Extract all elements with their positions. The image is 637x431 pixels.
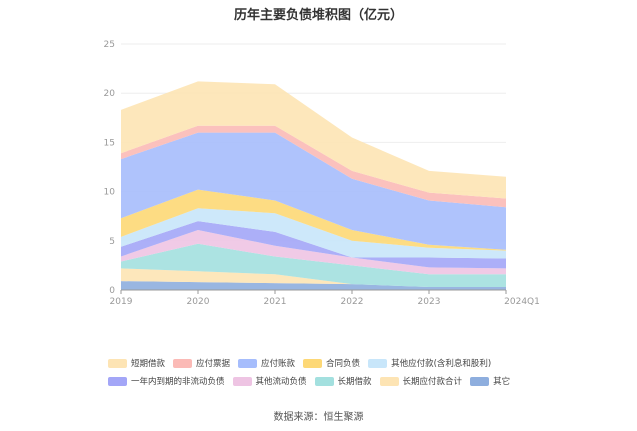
source-note: 数据来源：恒生聚源 [273, 412, 364, 423]
area-series [121, 81, 506, 290]
x-tick-label: 2019 [110, 297, 133, 307]
x-tick-label: 2023 [418, 297, 441, 307]
legend-label: 应付票据 [196, 359, 231, 369]
legend-swatch [238, 358, 258, 368]
legend-item[interactable]: 其他应付款(含利息和股利) [368, 357, 491, 369]
area-series-1 [121, 268, 506, 287]
legend-item[interactable]: 短期借款 [108, 357, 165, 369]
legend-label: 合同负债 [326, 359, 361, 369]
area-series-6 [121, 189, 506, 251]
area-series-7 [121, 132, 506, 250]
legend-item[interactable]: 其它 [470, 375, 510, 387]
y-tick-label: 5 [109, 237, 115, 247]
area-series-5 [121, 208, 506, 259]
legend-label: 长期借款 [337, 377, 372, 387]
legend-swatch [108, 358, 127, 368]
legend-swatch [303, 358, 323, 368]
legend-label: 一年内到期的非流动负债 [131, 377, 225, 387]
legend-swatch [232, 376, 252, 386]
legend-swatch [314, 376, 334, 386]
legend-swatch [379, 376, 399, 386]
legend-swatch [108, 376, 127, 386]
area-series-4 [121, 221, 506, 269]
legend-item[interactable]: 一年内到期的非流动负债 [108, 375, 225, 387]
legend-item[interactable]: 长期借款 [314, 375, 372, 387]
legend-label: 应付账款 [261, 359, 296, 369]
y-tick-label: 10 [104, 188, 116, 198]
legend-item[interactable]: 应付票据 [173, 357, 230, 369]
axes: 0 5 10 15 20 25 2019 2020 2021 2022 2023 2024Q1 [104, 40, 540, 307]
legend: 短期借款 应付票据 应付账款 合同负债 其他应付款(含利息和股利) 一年内到期的非流动负… [108, 354, 548, 390]
area-series-8 [121, 125, 506, 208]
x-tick-label: 2024Q1 [504, 297, 540, 307]
legend-label: 长期应付款合计 [402, 377, 463, 387]
legend-row-2: 一年内到期的非流动负债 其他流动负债 长期借款 长期应付款合计 其它 [108, 372, 548, 390]
legend-item[interactable]: 合同负债 [303, 357, 360, 369]
legend-label: 其他应付款(含利息和股利) [391, 359, 492, 369]
legend-swatch [368, 358, 388, 368]
area-series-0 [121, 281, 506, 290]
legend-item[interactable]: 应付账款 [238, 357, 295, 369]
legend-item[interactable]: 长期应付款合计 [379, 375, 463, 387]
legend-row-1: 短期借款 应付票据 应付账款 合同负债 其他应付款(含利息和股利) [108, 354, 548, 372]
y-tick-label: 20 [104, 89, 116, 99]
legend-label: 其它 [493, 377, 511, 387]
legend-item[interactable]: 其他流动负债 [232, 375, 307, 387]
x-tick-label: 2020 [187, 297, 210, 307]
legend-label: 其他流动负债 [255, 377, 307, 387]
legend-label: 短期借款 [131, 359, 166, 369]
y-tick-label: 25 [104, 40, 115, 50]
legend-swatch [470, 376, 490, 386]
chart-title: 历年主要负债堆积图（亿元） [233, 8, 403, 23]
x-tick-label: 2022 [341, 297, 364, 307]
y-tick-label: 0 [109, 286, 115, 296]
y-tick-label: 15 [104, 138, 115, 148]
area-series-3 [121, 230, 506, 275]
x-tick-label: 2021 [264, 297, 287, 307]
legend-swatch [173, 358, 193, 368]
area-series-2 [121, 243, 506, 287]
area-series-9 [121, 81, 506, 199]
